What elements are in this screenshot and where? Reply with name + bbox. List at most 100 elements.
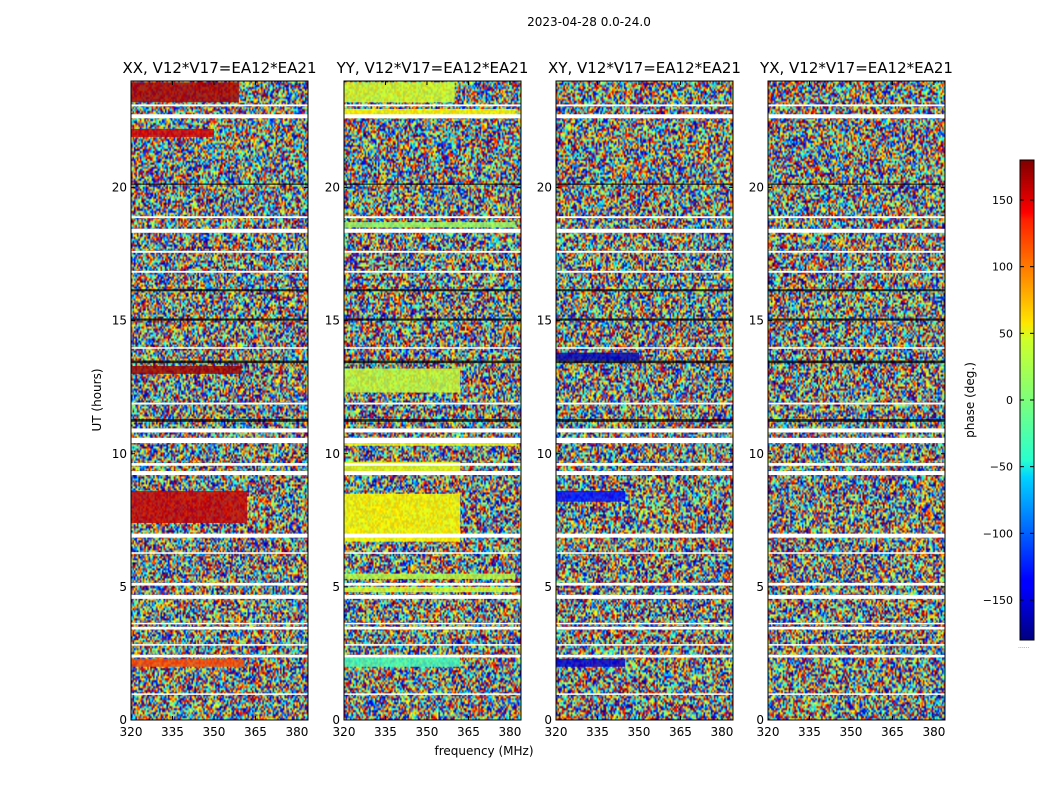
x-tick-label: 335 xyxy=(161,725,184,739)
y-tick-label: 0 xyxy=(756,713,764,727)
coherent-band xyxy=(131,491,248,523)
y-axis-label: UT (hours) xyxy=(90,368,104,431)
flagged-row xyxy=(556,644,733,646)
flagged-row xyxy=(556,114,733,119)
dark-row xyxy=(556,289,733,292)
x-tick-label: 335 xyxy=(586,725,609,739)
x-tick-label: 365 xyxy=(244,725,267,739)
colorbar-tick-label: −50 xyxy=(990,461,1013,474)
colorbar-tick-label: 50 xyxy=(999,327,1013,340)
y-tick-label: 15 xyxy=(749,314,764,328)
dark-row xyxy=(131,360,308,364)
x-tick-label: 320 xyxy=(333,725,356,739)
flagged-row xyxy=(768,622,945,625)
flagged-row xyxy=(556,533,733,538)
flagged-row xyxy=(344,693,521,695)
coherent-band xyxy=(131,82,239,103)
flagged-row xyxy=(556,437,733,444)
flagged-row xyxy=(556,622,733,625)
flagged-row xyxy=(556,402,733,405)
colorbar-footnote: ...... xyxy=(1018,643,1030,650)
y-tick-label: 5 xyxy=(544,580,552,594)
x-tick-label: 365 xyxy=(881,725,904,739)
x-tick-label: 350 xyxy=(840,725,863,739)
flagged-row xyxy=(131,654,308,658)
flagged-row xyxy=(768,654,945,658)
flagged-row xyxy=(344,270,521,273)
flagged-row xyxy=(556,104,733,107)
flagged-row xyxy=(556,463,733,466)
y-tick-label: 5 xyxy=(756,580,764,594)
flagged-row xyxy=(768,270,945,273)
y-tick-label: 0 xyxy=(119,713,127,727)
flagged-row xyxy=(344,428,521,433)
flagged-row xyxy=(344,216,521,219)
flagged-row xyxy=(556,428,733,433)
flagged-row xyxy=(768,250,945,253)
panel-frame xyxy=(130,80,309,721)
flagged-row xyxy=(768,428,945,433)
y-tick-label: 15 xyxy=(112,314,127,328)
flagged-row xyxy=(131,644,308,646)
flagged-row xyxy=(131,347,308,349)
flagged-row xyxy=(556,270,733,273)
flagged-row xyxy=(556,471,733,476)
flagged-row xyxy=(768,594,945,599)
panel-title: XY, V12*V17=EA12*EA21 xyxy=(548,59,741,77)
dark-row xyxy=(556,183,733,185)
colorbar: 150 100 50 0 −50 −100 −150 phase (deg.) ...... xyxy=(963,159,1035,650)
panel-yx: YX, V12*V17=EA12*EA21 320 335 350 365 380 0 5 10… xyxy=(749,59,953,739)
flagged-row xyxy=(768,437,945,444)
flagged-row xyxy=(131,250,308,253)
flagged-row xyxy=(556,626,733,630)
dark-row xyxy=(344,183,521,185)
dark-row xyxy=(768,318,945,321)
flagged-row xyxy=(556,552,733,554)
flagged-row xyxy=(556,250,733,253)
colorbar-tick-label: 150 xyxy=(992,194,1013,207)
flagged-row xyxy=(344,644,521,646)
x-tick-label: 320 xyxy=(757,725,780,739)
flagged-row xyxy=(131,471,308,476)
coherent-band xyxy=(344,657,461,667)
colorbar-tick-label: 100 xyxy=(992,261,1013,274)
flagged-row xyxy=(556,228,733,233)
y-tick-label: 15 xyxy=(325,314,340,328)
dark-row xyxy=(344,360,521,364)
dark-row xyxy=(344,289,521,292)
x-tick-label: 380 xyxy=(285,725,308,739)
y-tick-label: 0 xyxy=(332,713,340,727)
flagged-row xyxy=(131,402,308,405)
flagged-row xyxy=(344,114,521,119)
flagged-row xyxy=(344,626,521,630)
phase-map xyxy=(344,81,521,720)
coherent-band xyxy=(344,108,516,119)
flagged-row xyxy=(131,463,308,466)
x-tick-label: 365 xyxy=(457,725,480,739)
flagged-row xyxy=(131,622,308,625)
flagged-row xyxy=(768,582,945,586)
panel-xy: XY, V12*V17=EA12*EA21 320 335 350 365 380 0 5 10… xyxy=(537,59,741,739)
coherent-band xyxy=(344,368,461,393)
panel-title: YY, V12*V17=EA12*EA21 xyxy=(336,59,529,77)
flagged-row xyxy=(768,552,945,554)
y-tick-label: 10 xyxy=(537,447,552,461)
x-tick-label: 335 xyxy=(798,725,821,739)
flagged-row xyxy=(344,437,521,444)
flagged-row xyxy=(344,582,521,586)
flagged-row xyxy=(131,437,308,444)
x-tick-label: 380 xyxy=(498,725,521,739)
x-tick-label: 335 xyxy=(374,725,397,739)
x-tick-label: 365 xyxy=(669,725,692,739)
x-axis-label: frequency (MHz) xyxy=(434,744,533,758)
coherent-band xyxy=(556,352,639,361)
flagged-row xyxy=(131,594,308,599)
y-tick-label: 10 xyxy=(749,447,764,461)
flagged-row xyxy=(768,693,945,695)
dark-row xyxy=(556,318,733,321)
flagged-row xyxy=(344,463,521,466)
phase-map xyxy=(768,81,945,720)
flagged-row xyxy=(768,228,945,233)
y-tick-label: 20 xyxy=(749,181,764,195)
